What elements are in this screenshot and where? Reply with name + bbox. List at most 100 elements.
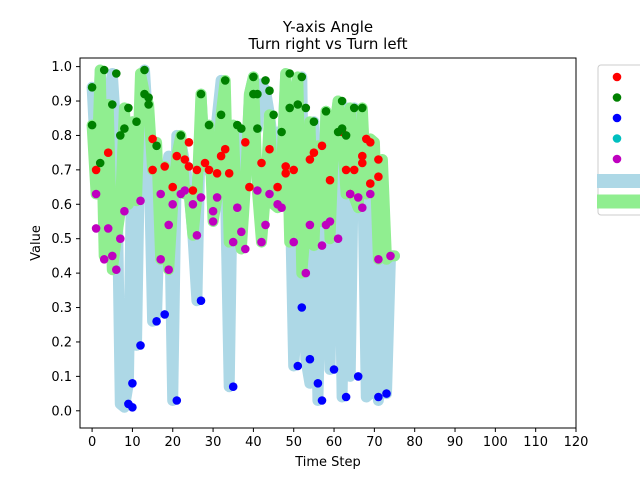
point-magenta-6 [116, 234, 125, 243]
point-green-41 [349, 103, 359, 113]
point-green-19 [220, 76, 230, 85]
point-magenta-12 [164, 265, 173, 275]
point-red-35 [358, 158, 367, 168]
point-red-28 [317, 141, 327, 151]
x-axis-ticks: 0 10 20 30 40 50 60 70 80 90 100 110 120 [88, 428, 588, 450]
y-tick-label-0.3: 0.3 [51, 301, 72, 316]
point-red-13 [204, 165, 214, 175]
point-magenta-28 [261, 220, 270, 230]
point-green-42 [358, 103, 367, 113]
point-magenta-5 [112, 265, 121, 275]
point-green-17 [204, 120, 214, 130]
point-red-21 [265, 144, 274, 154]
x-tick-label-30: 30 [205, 435, 222, 450]
legend [597, 64, 640, 216]
point-magenta-2 [99, 254, 109, 264]
point-magenta-20 [208, 217, 218, 226]
point-green-31 [285, 103, 295, 113]
point-magenta-8 [136, 196, 145, 206]
point-blue-18 [382, 389, 391, 398]
point-red-31 [341, 165, 351, 175]
legend-marker-green [612, 93, 622, 102]
point-red-3 [148, 165, 157, 175]
point-blue-16 [353, 372, 363, 381]
point-magenta-41 [358, 203, 367, 212]
point-magenta-43 [374, 254, 383, 264]
point-magenta-26 [253, 186, 262, 195]
point-green-8 [124, 103, 133, 113]
point-blue-7 [196, 296, 206, 306]
y-tick-label-0.4: 0.4 [51, 267, 72, 282]
point-magenta-15 [180, 186, 190, 195]
point-red-38 [366, 179, 375, 188]
chart-subtitle: Turn right vs Turn left [248, 35, 408, 53]
point-green-29 [277, 127, 286, 137]
point-red-37 [366, 138, 375, 147]
point-red-18 [241, 138, 250, 147]
point-green-36 [321, 107, 331, 116]
point-green-2 [95, 158, 105, 168]
point-red-4 [160, 162, 169, 171]
point-green-26 [261, 76, 270, 85]
point-blue-11 [305, 354, 315, 364]
point-green-1 [87, 120, 97, 130]
point-red-39 [374, 155, 383, 164]
point-magenta-1 [91, 224, 101, 233]
point-green-5 [112, 69, 121, 78]
x-tick-label-50: 50 [285, 435, 302, 450]
point-green-30 [285, 69, 295, 78]
point-magenta-4 [108, 251, 117, 261]
x-tick-label-20: 20 [164, 435, 181, 450]
point-green-21 [237, 124, 246, 133]
point-green-34 [301, 103, 311, 113]
point-red-40 [374, 172, 383, 181]
point-red-10 [188, 186, 198, 195]
point-magenta-31 [277, 203, 286, 212]
y-tick-label-0.8: 0.8 [51, 129, 72, 144]
point-magenta-34 [305, 220, 315, 230]
point-blue-13 [317, 396, 327, 405]
point-green-16 [196, 89, 206, 99]
point-blue-3 [136, 341, 145, 350]
point-green-10 [140, 65, 149, 75]
point-magenta-10 [156, 254, 165, 264]
x-tick-label-120: 120 [564, 435, 589, 450]
point-magenta-33 [301, 268, 311, 278]
point-red-14 [212, 169, 222, 178]
point-magenta-42 [366, 189, 375, 199]
point-magenta-37 [325, 217, 335, 226]
point-green-3 [99, 65, 109, 75]
point-green-40 [341, 131, 351, 140]
point-magenta-7 [120, 206, 129, 216]
point-red-16 [220, 144, 230, 154]
point-blue-10 [297, 303, 307, 312]
point-magenta-19 [208, 206, 218, 216]
point-green-33 [297, 72, 307, 82]
points-layer [87, 65, 395, 412]
point-red-29 [325, 175, 335, 185]
legend-marker-magenta [612, 154, 622, 164]
point-red-34 [358, 151, 367, 161]
point-red-0 [91, 165, 101, 175]
point-green-38 [337, 96, 347, 106]
point-magenta-17 [192, 231, 202, 240]
point-magenta-22 [228, 237, 238, 247]
y-tick-label-0.9: 0.9 [51, 95, 72, 110]
point-magenta-39 [345, 189, 355, 199]
point-magenta-44 [386, 251, 395, 261]
chart-title: Y-axis Angle [282, 18, 373, 36]
point-red-8 [184, 138, 194, 147]
point-green-18 [216, 110, 226, 120]
point-red-22 [273, 182, 282, 192]
point-magenta-25 [241, 244, 250, 254]
x-tick-label-110: 110 [523, 435, 548, 450]
point-magenta-32 [289, 237, 299, 247]
point-green-23 [249, 72, 258, 82]
point-green-6 [116, 131, 125, 140]
plot-frame [79, 57, 577, 429]
point-red-15 [216, 151, 226, 161]
point-green-7 [120, 124, 129, 133]
point-green-27 [265, 86, 274, 95]
point-blue-12 [313, 379, 323, 388]
x-tick-label-70: 70 [366, 435, 383, 450]
